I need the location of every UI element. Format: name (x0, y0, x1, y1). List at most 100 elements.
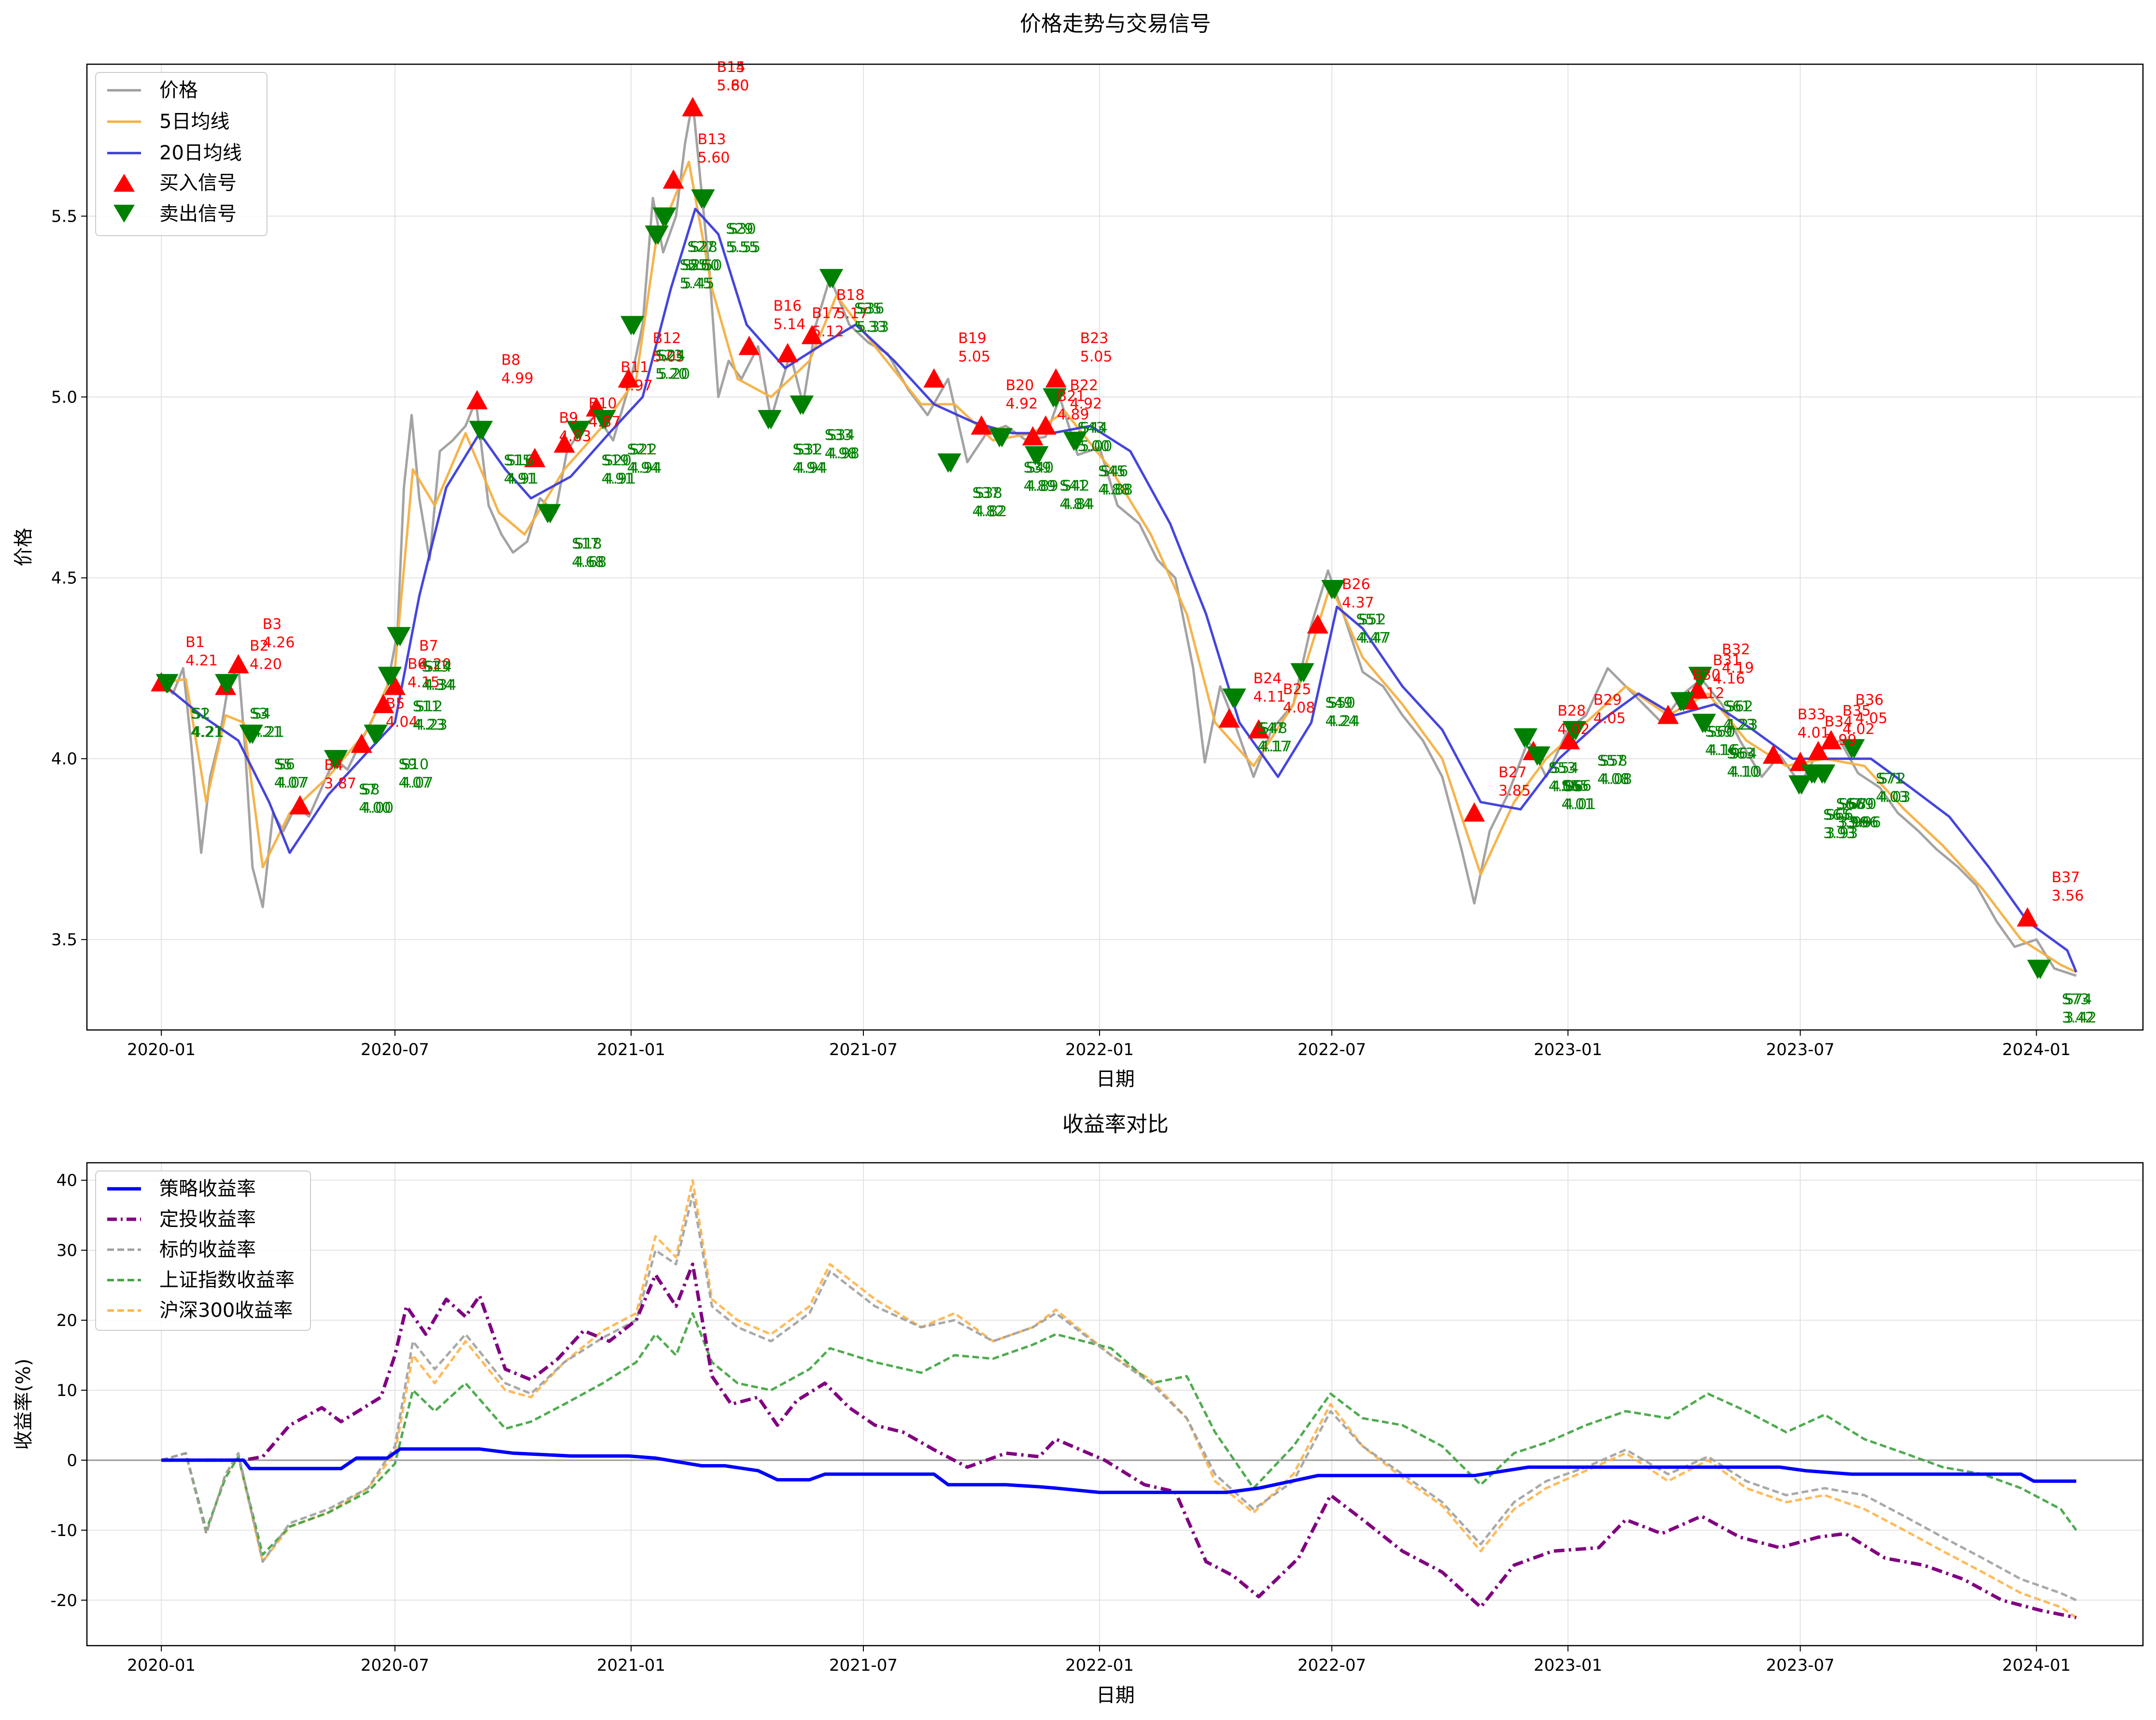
sell-signal-marker (1027, 446, 1049, 465)
sell-signal-annotation: S13 4.34 (422, 659, 454, 694)
sell-signal-label: S33 (825, 427, 852, 444)
buy-signal-annotation: B22 4.92 (1070, 377, 1102, 412)
buy-signal-marker (1464, 802, 1485, 822)
sell-signal-value: 4.94 (627, 460, 659, 477)
sell-signal-value: 3.93 (1826, 825, 1858, 842)
buy-signal-marker (801, 324, 823, 344)
buy-signal-value: 5.60 (717, 77, 749, 94)
x-tick-label: 2023-01 (1534, 1656, 1602, 1675)
buy-signal-value: 3.85 (1498, 783, 1531, 800)
x-tick-label: 2022-07 (1297, 1656, 1366, 1675)
sell-signal-label: S68 (1839, 796, 1866, 813)
buy-signal-marker (923, 368, 945, 388)
sell-signal-annotation: S72 4.03 (1878, 771, 1911, 806)
x-tick-label: 2020-07 (361, 1656, 429, 1675)
sell-signal-label: S71 (1876, 771, 1903, 788)
sell-signal-label: S72 (1878, 771, 1906, 788)
sell-signal-marker (647, 226, 669, 245)
buy-signal-annotation: B30 4.12 (1692, 666, 1725, 702)
sell-signal-marker (1694, 714, 1716, 733)
sell-signal-annotation: S58 4.08 (1600, 752, 1632, 788)
buy-signal-marker (466, 390, 488, 409)
sell-signal-annotation: S22 4.94 (630, 441, 662, 477)
sell-signal-marker (1565, 721, 1587, 741)
buy-signal-value: 5.12 (812, 323, 844, 340)
sell-signal-value: 4.17 (1260, 738, 1292, 755)
buy-signal-label: B15 (717, 59, 746, 76)
sell-signal-value: 4.68 (575, 554, 607, 571)
buy-signal-value: 3.99 (1824, 732, 1857, 749)
sell-signal-label: S10 (401, 756, 429, 773)
sell-signal-label: S7 (359, 781, 377, 798)
buy-signal-annotation: B37 3.56 (2052, 869, 2084, 904)
sell-signal-label: S11 (413, 698, 440, 715)
returns-plot-frame (86, 1162, 2144, 1647)
buy-signal-value: 3.87 (324, 775, 356, 792)
sell-signal-annotation: S53 4.06 (1549, 760, 1581, 795)
sell-signal-value: 4.06 (1549, 778, 1581, 795)
sell-signal-label: S43 (1077, 420, 1105, 437)
sell-signal-label: S24 (658, 347, 685, 364)
y-tick-label: 4.0 (51, 749, 77, 769)
buy-signal-annotation: B18 5.17 (836, 287, 869, 322)
x-tick-label: 2021-07 (829, 1656, 898, 1675)
sell-signal-annotation: S36 5.33 (857, 300, 889, 336)
buy-signal-annotation: B29 4.05 (1593, 692, 1626, 727)
sell-signal-annotation: S32 4.94 (795, 441, 828, 477)
y-tick-label: -10 (50, 1521, 77, 1540)
sell-signal-annotation: S40 4.89 (1026, 460, 1058, 495)
buy-signal-marker (524, 448, 546, 467)
buy-signal-value: 4.11 (1254, 689, 1286, 705)
sell-signal-value: 4.00 (359, 800, 391, 817)
sell-signal-marker (389, 627, 411, 647)
sell-signal-marker (1673, 692, 1694, 712)
buy-signal-annotation: B20 4.92 (1006, 377, 1038, 412)
sell-signal-label: S65 (1823, 807, 1851, 824)
sell-signal-label: S39 (1024, 460, 1051, 477)
buy-signal-label: B10 (589, 395, 617, 412)
buy-signal-value: 4.21 (185, 652, 218, 669)
sell-signal-value: 4.89 (1024, 478, 1056, 495)
buy-signal-value: 4.20 (250, 656, 282, 673)
sell-signal-annotation: S3 4.21 (250, 705, 282, 741)
sell-signal-label: S21 (627, 441, 654, 458)
sell-signal-value: 4.91 (604, 471, 636, 488)
sell-signal-annotation: S60 4.16 (1707, 723, 1740, 759)
sell-signal-value: 3.42 (2062, 1010, 2094, 1027)
sell-signal-label: S58 (1600, 752, 1627, 769)
legend-label-price: 价格 (159, 79, 198, 101)
buy-signal-value: 4.92 (1070, 395, 1102, 412)
sell-signal-label: S1 (191, 705, 209, 722)
sell-signal-annotation: S7 4.00 (359, 781, 391, 817)
sell-signal-label: S51 (1356, 611, 1383, 628)
buy-signal-value: 5.05 (653, 349, 685, 366)
buy-signal-annotation: B9 4.83 (559, 409, 592, 445)
sell-signal-label: S46 (1100, 463, 1128, 480)
sell-signal-annotation: S70 3.96 (1849, 796, 1881, 831)
sell-signal-annotation: S43 5.00 (1077, 420, 1110, 455)
sell-signal-label: S69 (1846, 796, 1874, 813)
returns-legend: 策略收益率 定投收益率 标的收益率 上证指数收益率 沪深300收益率 (95, 1170, 311, 1331)
sell-signal-label: S67 (1836, 796, 1863, 813)
sell-signal-value: 4.23 (415, 717, 448, 733)
buy-signal-value: 4.16 (1713, 670, 1745, 687)
sell-signal-label: S9 (398, 756, 417, 773)
sell-signal-label: S32 (795, 441, 823, 458)
sell-signal-label: S2 (192, 705, 210, 722)
legend-label-ma20: 20日均线 (159, 142, 242, 164)
sell-signal-annotation: S18 4.68 (575, 536, 607, 571)
sell-signal-label: S14 (424, 659, 452, 676)
buy-signal-marker (1558, 730, 1580, 749)
underlying-return-line (161, 1193, 2077, 1602)
buy-signal-label: B31 (1713, 652, 1741, 669)
sell-signal-label: S49 (1325, 694, 1353, 711)
sell-signal-label: S28 (690, 239, 718, 256)
sell-signal-annotation: S4 4.21 (252, 705, 284, 741)
sell-signal-label: S70 (1849, 796, 1876, 813)
x-tick-label: 2023-07 (1766, 1656, 1834, 1675)
sell-signal-annotation: S28 5.50 (690, 239, 722, 274)
buy-signal-annotation: B32 4.19 (1722, 641, 1754, 677)
buy-signal-marker (1045, 368, 1067, 388)
sell-signal-annotation: S48 4.17 (1260, 720, 1292, 755)
